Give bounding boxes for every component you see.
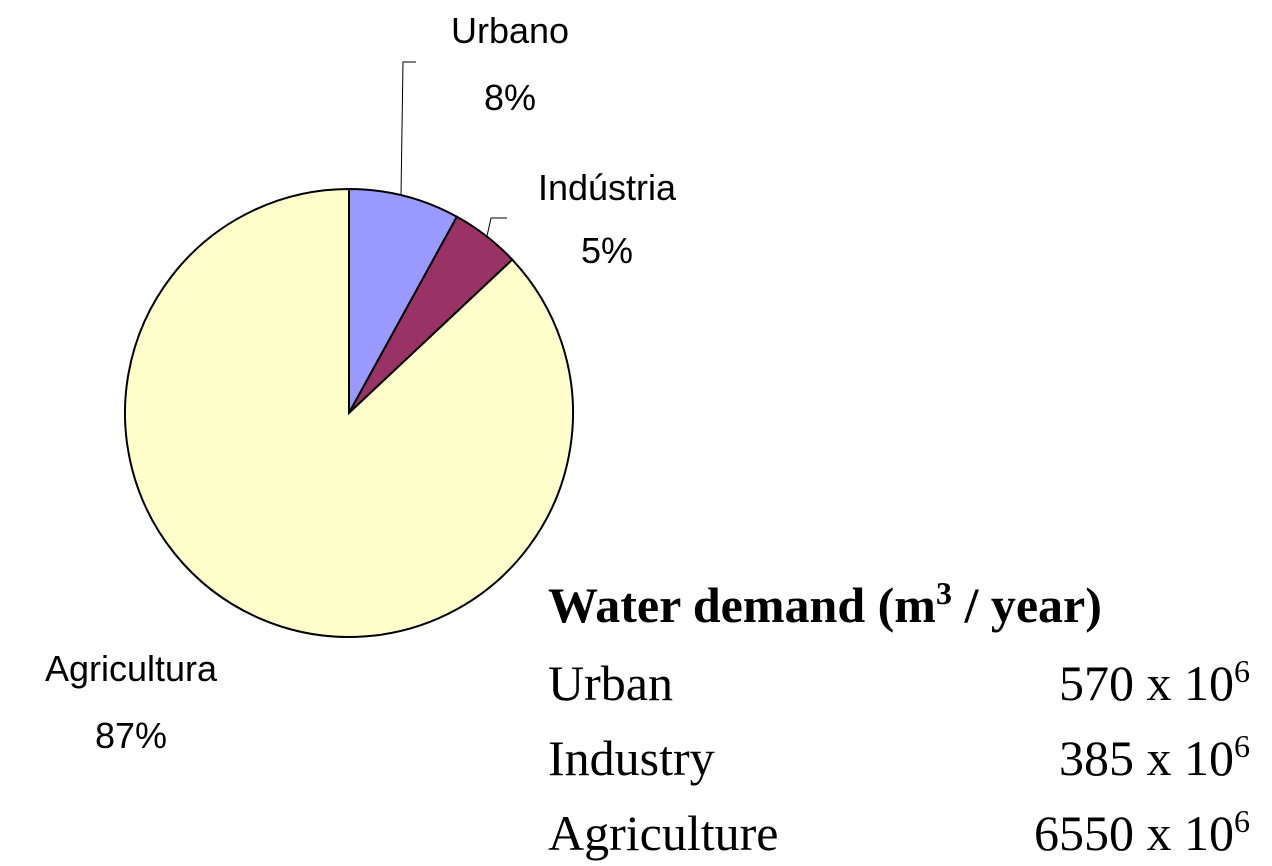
slice-label: Indústria [538, 167, 677, 208]
slice-value-label: 87% [95, 715, 167, 756]
title-part: Water demand (m [548, 577, 936, 633]
slice-label: Agricultura [45, 648, 218, 689]
value-exponent: 6 [1234, 653, 1250, 689]
row-label: Industry [548, 730, 715, 786]
leader-line [400, 61, 416, 196]
leader-line [486, 217, 507, 237]
value-exponent: 6 [1234, 803, 1250, 839]
row-value: 570 x 106 [1059, 653, 1250, 711]
value-text: 385 x 10 [1059, 730, 1234, 786]
value-text: 570 x 10 [1059, 655, 1234, 711]
pie-slice [348, 187, 459, 414]
row-value: 385 x 106 [1059, 728, 1250, 786]
row-label: Agriculture [548, 805, 778, 861]
row-value: 6550 x 106 [1034, 803, 1250, 861]
title-part: / year) [952, 577, 1102, 633]
slice-label: Urbano [451, 10, 569, 51]
pie-slice [124, 187, 574, 638]
slice-value-label: 8% [484, 77, 536, 118]
slice-value-label: 5% [581, 230, 633, 271]
value-exponent: 6 [1234, 728, 1250, 764]
title-superscript: 3 [936, 575, 952, 611]
value-text: 6550 x 10 [1034, 805, 1234, 861]
table-title: Water demand (m3 / year) [548, 575, 1102, 633]
row-label: Urban [548, 655, 673, 711]
